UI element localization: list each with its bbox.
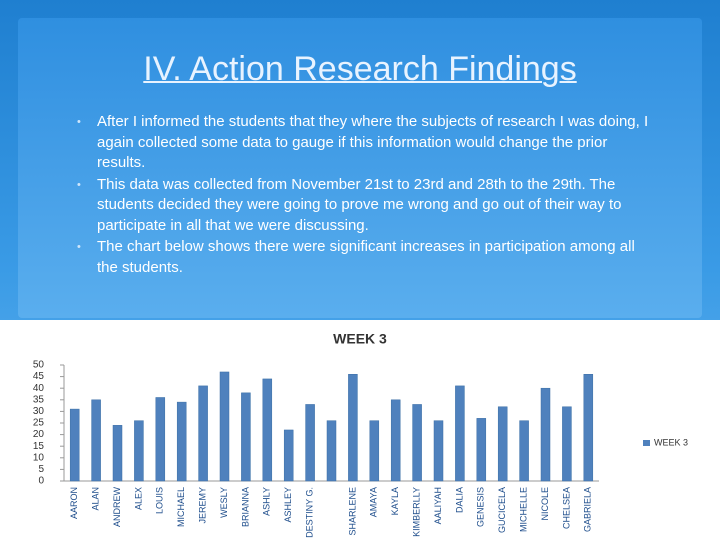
y-tick-label: 50 [33, 360, 45, 371]
x-tick-label: DALIA [454, 487, 464, 513]
x-tick-label: AMAYA [369, 487, 379, 517]
y-tick-label: 25 [33, 418, 45, 429]
x-tick-label: AARON [69, 487, 79, 519]
bar [583, 374, 594, 482]
x-tick-label: KAYLA [390, 487, 400, 515]
bar [134, 420, 144, 482]
bar [519, 420, 529, 482]
chart-title: WEEK 3 [333, 331, 387, 347]
bar [176, 401, 187, 482]
bar [283, 429, 294, 482]
bar [198, 385, 208, 482]
legend-label: WEEK 3 [654, 437, 688, 447]
x-tick-label: MICHAEL [176, 487, 186, 527]
bar [112, 425, 123, 482]
bar [562, 406, 572, 482]
y-tick-label: 35 [33, 394, 45, 405]
x-tick-label: GABRIELA [583, 487, 593, 532]
x-tick-label: ALAN [90, 487, 100, 511]
bar [91, 399, 101, 482]
y-tick-label: 10 [33, 452, 45, 463]
y-tick-label: 20 [33, 429, 45, 440]
y-tick-label: 5 [38, 464, 44, 475]
bar [348, 374, 358, 482]
x-tick-label: ASHLEY [283, 487, 293, 523]
bar [241, 392, 251, 482]
bullet: After I informed the students that they … [77, 112, 653, 174]
x-tick-label: BRIANNA [240, 487, 250, 527]
x-tick-label: GENESIS [476, 487, 486, 527]
bar [219, 371, 230, 482]
bar [390, 399, 401, 482]
bullet: The chart below shows there were signifi… [77, 237, 653, 278]
x-tick-label: DESTINY G. [304, 487, 314, 538]
bar [412, 404, 422, 482]
bar [155, 397, 166, 482]
x-tick-label: WESLY [219, 487, 229, 518]
bar [455, 385, 465, 482]
x-tick-label: ASHLY [262, 487, 272, 516]
x-tick-label: NICOLE [540, 487, 550, 521]
slide-title: IV. Action Research Findings [143, 50, 577, 88]
x-tick-label: LOUIS [155, 487, 165, 514]
x-tick-label: AALIYAH [433, 487, 443, 524]
bar [305, 404, 315, 482]
legend-swatch [643, 440, 650, 446]
x-tick-label: JEREMY [197, 487, 207, 524]
x-tick-label: ANDREW [112, 486, 122, 527]
bar [326, 420, 337, 482]
y-tick-label: 0 [38, 476, 44, 487]
x-tick-label: GUCICELA [497, 487, 507, 533]
y-tick-label: 45 [33, 371, 45, 382]
x-tick-label: CHELSEA [561, 487, 571, 529]
y-tick-label: 15 [33, 441, 45, 452]
x-tick-label: KIMBERLLY [411, 487, 421, 537]
bar [540, 387, 551, 482]
bar [262, 378, 273, 482]
bullet: This data was collected from November 21… [77, 175, 653, 237]
bar [433, 420, 444, 482]
bar [476, 418, 487, 482]
bullet-list: After I informed the students that they … [77, 112, 653, 279]
bar [369, 420, 380, 482]
x-tick-label: ALEX [133, 487, 143, 510]
bar [497, 406, 508, 482]
bar [69, 408, 80, 482]
y-tick-label: 30 [33, 406, 45, 417]
x-tick-label: MICHELLE [518, 487, 528, 532]
y-tick-label: 40 [33, 383, 45, 394]
chart-background [0, 320, 720, 540]
x-tick-label: SHARLENE [347, 487, 357, 536]
